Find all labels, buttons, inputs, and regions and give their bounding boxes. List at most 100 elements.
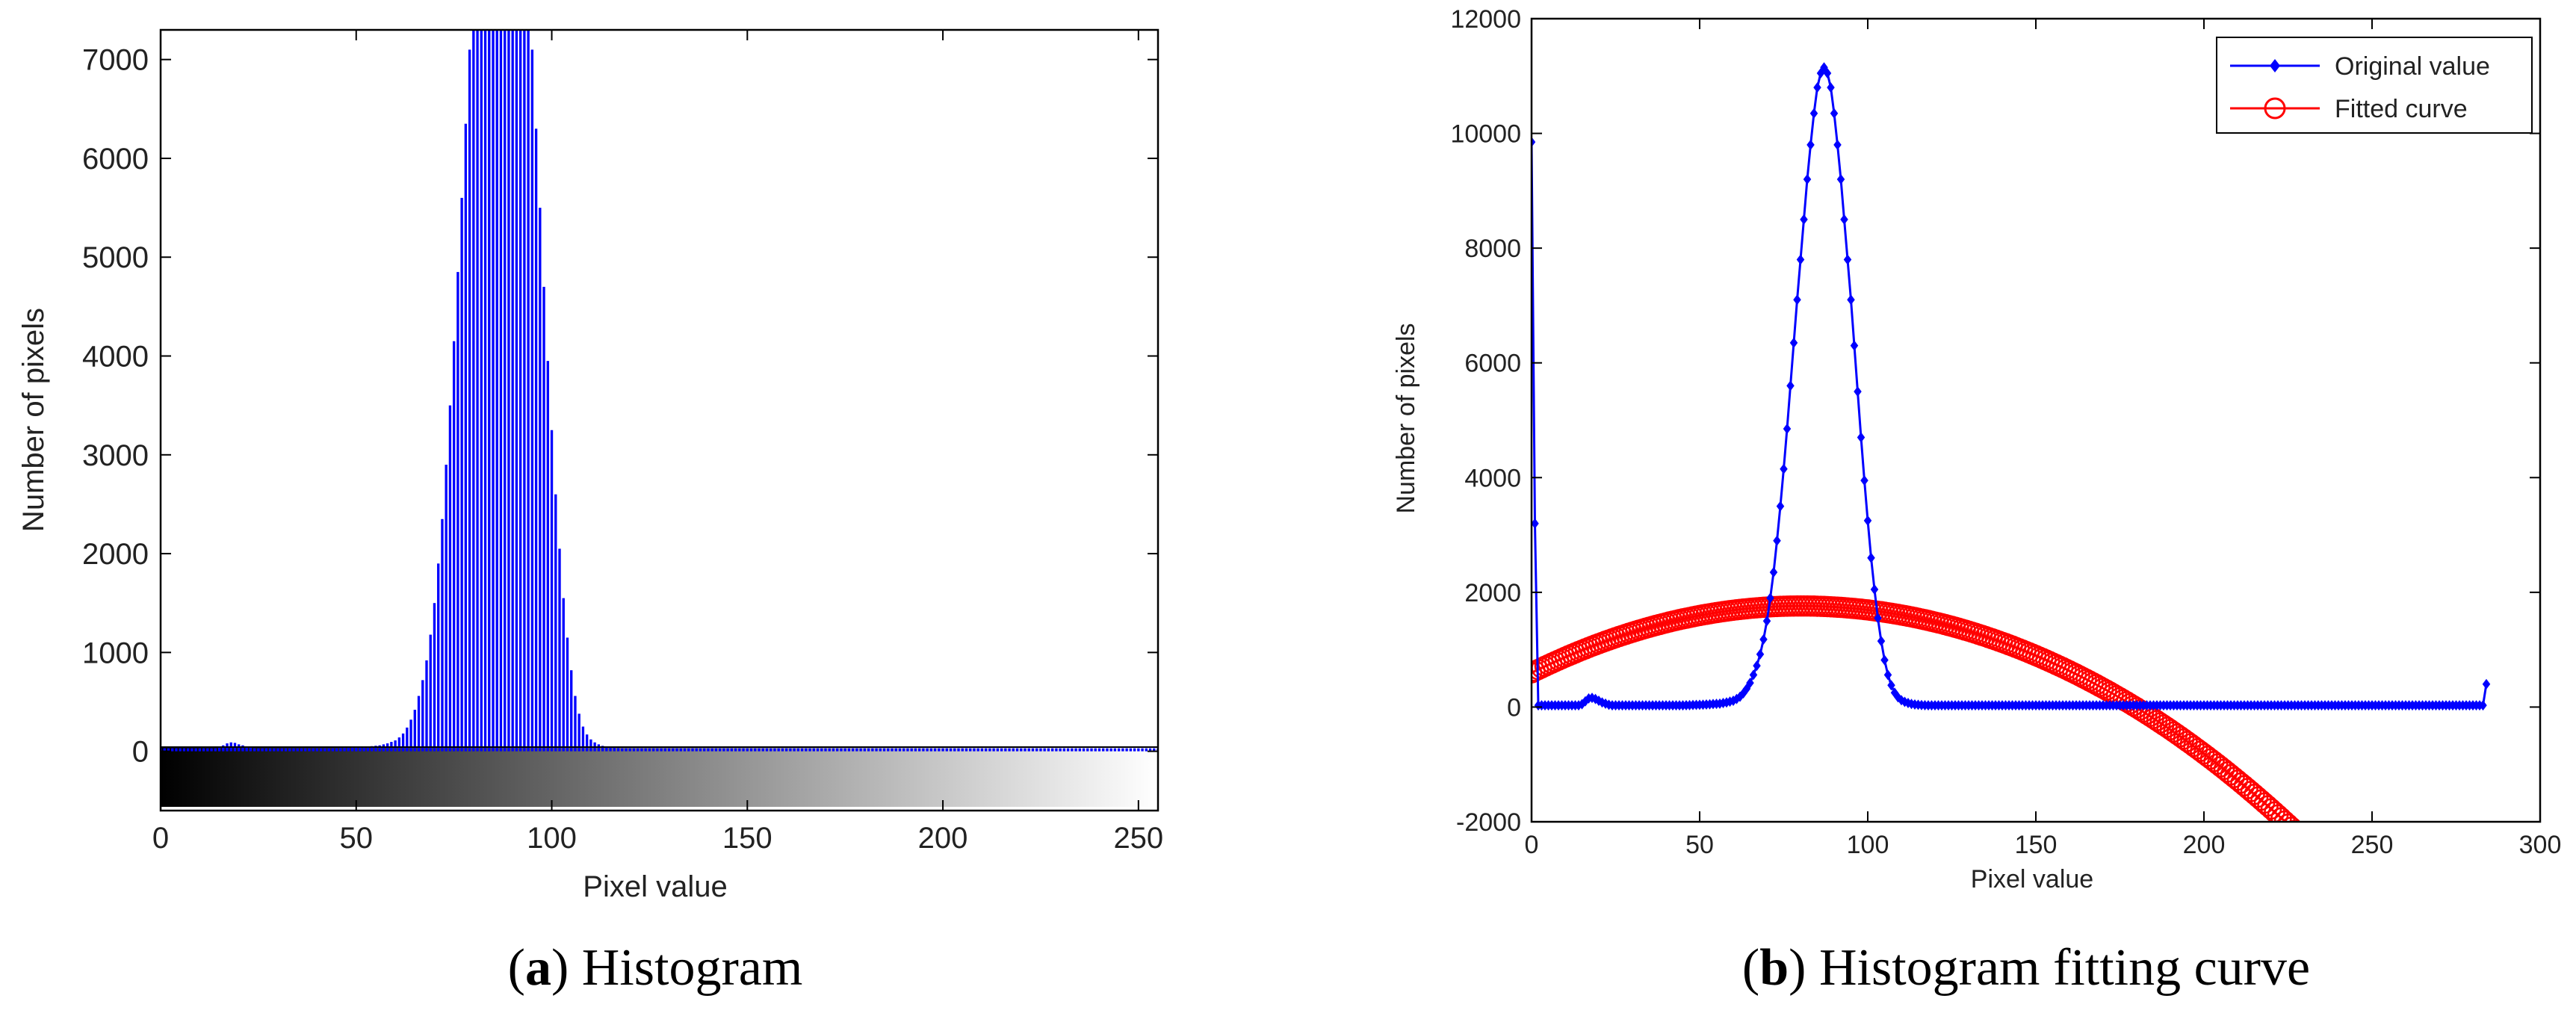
histogram-bar [781,748,784,752]
x-tick-label: 100 [527,822,577,855]
histogram-bar [542,286,545,752]
histogram-bar [335,748,338,752]
histogram-bar [504,30,507,752]
histogram-bar [1129,748,1133,752]
fitted-curve-point [2322,857,2341,876]
fitted-curve-point [2299,834,2318,853]
histogram-bar [953,748,956,752]
histogram-bar [304,748,307,752]
fitted-curve-point [2319,853,2338,873]
y-tick-label: 5000 [82,241,149,274]
histogram-bar [1078,748,1081,752]
histogram-bar [714,748,718,752]
histogram-bar [597,744,601,752]
fitted-curve-line [1532,604,2288,822]
histogram-bar [980,748,984,752]
histogram-bar [468,49,471,752]
original-value-point [1769,566,1778,577]
histogram-bar [1141,748,1144,752]
original-value-point [1803,174,1812,185]
fitted-curve-point [2386,926,2406,946]
original-value-point [1776,501,1785,512]
y-tick-label: 1000 [82,637,149,669]
x-axis-label: Pixel value [583,870,727,903]
histogram-bar [488,30,491,752]
histogram-bar [288,748,291,752]
histogram-bar [1145,748,1148,752]
histogram-bar [331,748,335,752]
histogram-bar [284,748,288,752]
x-tick-label: 0 [1525,831,1539,859]
histogram-bar [206,748,209,752]
histogram-bar [327,748,330,752]
histogram-bar [973,748,976,752]
y-tick-label: 4000 [1464,464,1521,492]
fitted-curve-point [2335,871,2355,891]
histogram-bar [805,748,808,752]
histogram-bar [738,748,741,752]
histogram-bar [949,748,953,752]
histogram-bar [707,748,710,752]
histogram-bar [742,748,745,752]
histogram-bar [507,30,510,752]
histogram-bar [1235,749,1237,752]
histogram-bar [460,197,463,752]
histogram-bar [546,361,549,752]
original-value-point [2479,700,2487,711]
histogram-bar [1027,748,1030,752]
fitted-curve-point [2309,843,2328,863]
histogram-bar [323,748,326,752]
histogram-bar [941,748,944,752]
histogram-bar [879,748,882,752]
y-axis-label: Number of pixels [17,308,50,532]
y-tick-label: 2000 [82,538,149,571]
histogram-bar [558,548,561,752]
histogram-bar [1094,748,1097,752]
histogram-bar [1066,748,1070,752]
original-value-point [1759,634,1768,645]
histogram-bar [397,737,401,752]
fitted-curve-point [2389,930,2409,950]
original-value-point [1827,82,1835,93]
y-tick-label: -2000 [1456,808,1521,837]
histogram-bar [437,563,440,752]
histogram-bar [511,30,514,752]
histogram-chart: 0 50 100 150 200 250 0 1000 2000 3000 4000 5000 6000… [17,28,1237,903]
histogram-bar [483,30,487,752]
histogram-bar [1043,748,1046,752]
original-value-point [1789,337,1798,348]
histogram-bar [315,748,319,752]
plot-frame [159,28,1159,812]
histogram-bar [182,748,186,752]
histogram-bar [793,748,796,752]
caption-b: (b) Histogram fitting curve [1742,939,2310,997]
original-value-point [1786,380,1795,391]
histogram-bar [300,748,303,752]
histogram-bar [273,748,276,752]
histogram-bar [1071,748,1074,752]
histogram-bar [1137,748,1140,752]
histogram-bar [191,748,193,752]
histogram-bar [746,748,749,752]
histogram-bar [179,748,182,752]
histogram-bar [800,748,804,752]
histogram-bar [217,746,221,752]
fitted-curve-point [2312,846,2332,866]
x-axis-label: Pixel value [1971,865,2093,894]
histogram-bar [632,748,636,752]
histogram-bar [1024,748,1027,752]
histogram-bar [754,748,757,752]
histogram-bar [253,748,256,752]
histogram-bar [347,747,350,752]
original-value-point [1860,475,1868,486]
histogram-bar [660,748,663,752]
histogram-bar [241,745,244,752]
histogram-bar [758,748,761,752]
fitted-curve-point [2349,885,2368,905]
fitted-curve-point [2362,899,2382,919]
histogram-bar [976,748,979,752]
histogram-bar [574,696,577,752]
histogram-bar [710,748,713,752]
histogram-bar [679,748,682,752]
